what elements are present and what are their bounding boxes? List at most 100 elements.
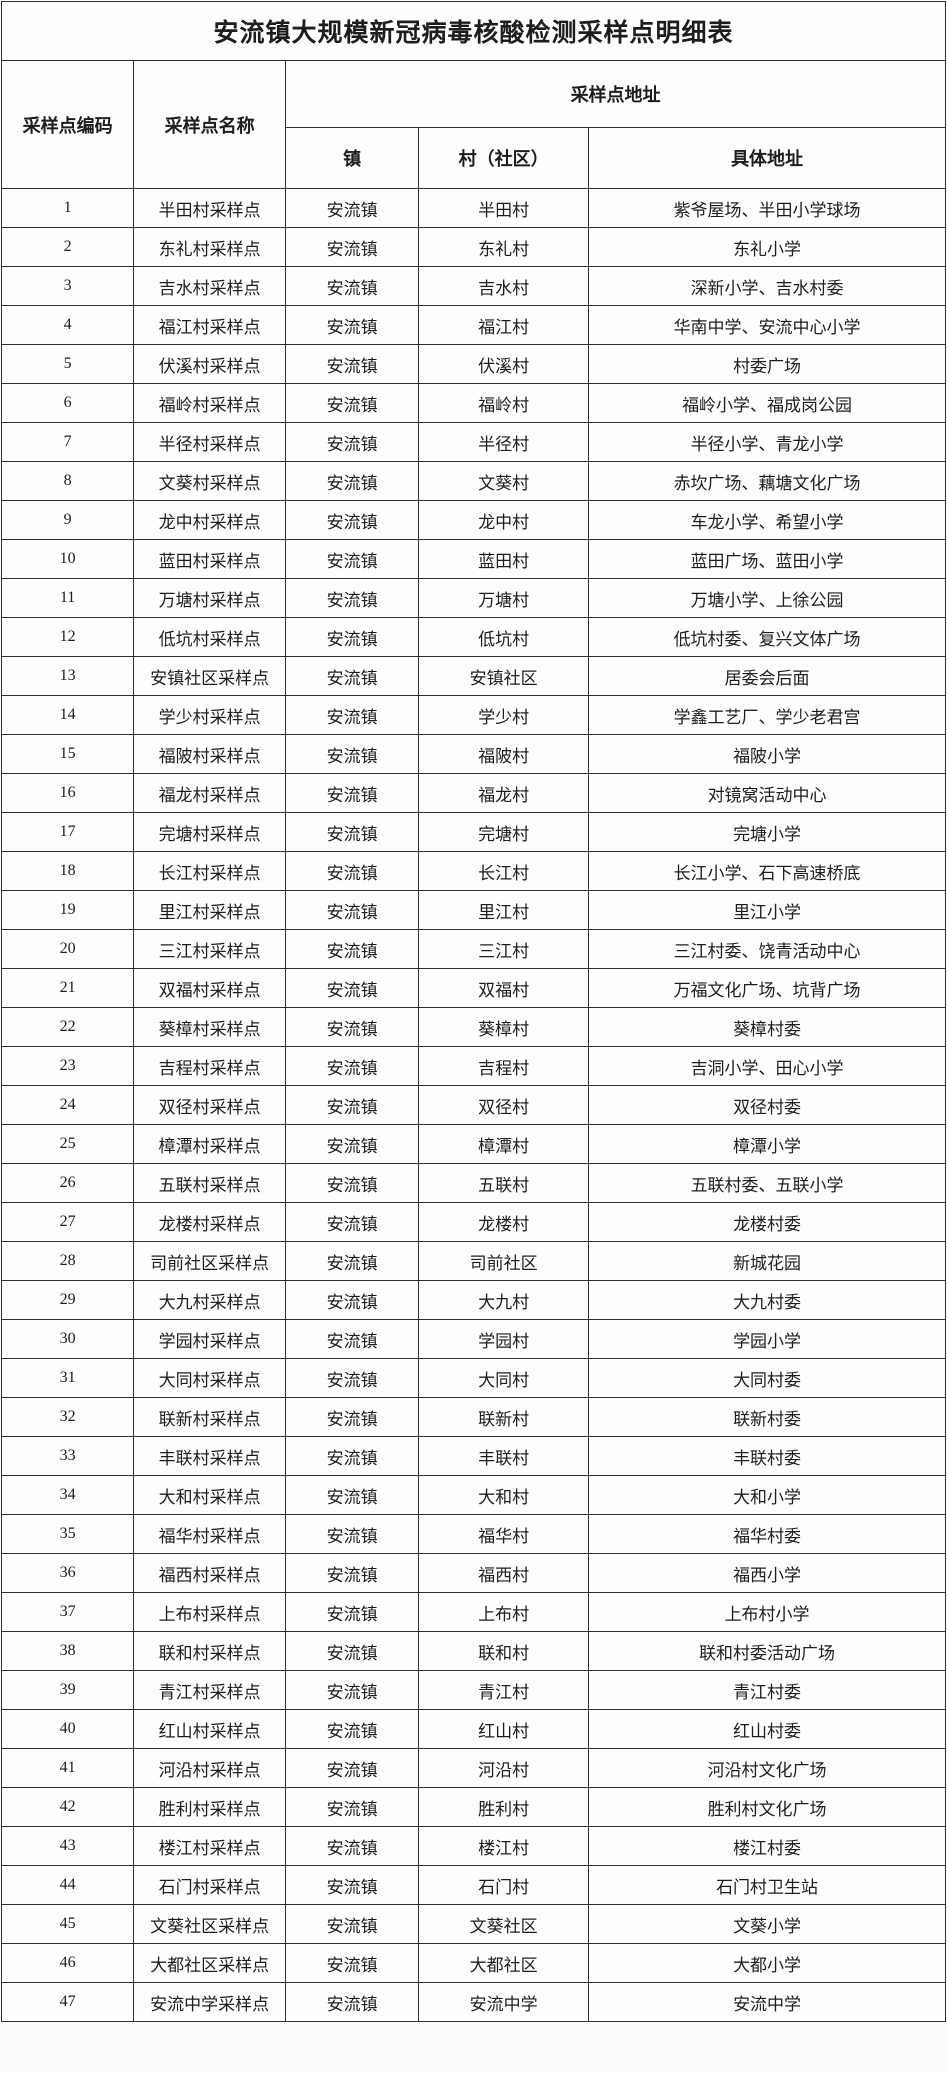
cell-town: 安流镇 [285,1436,420,1476]
cell-detail: 福陂小学 [588,734,946,774]
cell-name: 大和村采样点 [133,1475,287,1515]
table-row: 29 大九村采样点 安流镇 大九村 大九村委 [0,1280,946,1320]
cell-village: 伏溪村 [418,344,590,384]
cell-id: 32 [0,1397,135,1437]
cell-village: 完塘村 [418,812,590,852]
cell-village: 龙楼村 [418,1202,590,1242]
table-row: 1 半田村采样点 安流镇 半田村 紫爷屋场、半田小学球场 [0,188,946,228]
cell-id: 15 [0,734,135,774]
cell-detail: 葵樟村委 [588,1007,946,1047]
cell-detail: 大同村委 [588,1358,946,1398]
cell-village: 福西村 [418,1553,590,1593]
cell-detail: 红山村委 [588,1709,946,1749]
cell-detail: 吉洞小学、田心小学 [588,1046,946,1086]
cell-detail: 华南中学、安流中心小学 [588,305,946,345]
cell-town: 安流镇 [285,1163,420,1203]
table-row: 43 楼江村采样点 安流镇 楼江村 楼江村委 [0,1826,946,1866]
cell-name: 安流中学采样点 [133,1982,287,2022]
table-row: 16 福龙村采样点 安流镇 福龙村 对镜窝活动中心 [0,773,946,813]
cell-town: 安流镇 [285,1514,420,1554]
cell-town: 安流镇 [285,1007,420,1047]
cell-id: 6 [0,383,135,423]
cell-id: 31 [0,1358,135,1398]
cell-id: 38 [0,1631,135,1671]
column-header-village: 村（社区） [418,127,590,189]
cell-town: 安流镇 [285,1475,420,1515]
cell-detail: 联和村委活动广场 [588,1631,946,1671]
cell-name: 五联村采样点 [133,1163,287,1203]
cell-detail: 对镜窝活动中心 [588,773,946,813]
cell-town: 安流镇 [285,1709,420,1749]
cell-town: 安流镇 [285,929,420,969]
table-row: 27 龙楼村采样点 安流镇 龙楼村 龙楼村委 [0,1202,946,1242]
cell-detail: 青江村委 [588,1670,946,1710]
cell-id: 35 [0,1514,135,1554]
cell-town: 安流镇 [285,1319,420,1359]
cell-village: 青江村 [418,1670,590,1710]
cell-name: 上布村采样点 [133,1592,287,1632]
table-row: 31 大同村采样点 安流镇 大同村 大同村委 [0,1358,946,1398]
cell-town: 安流镇 [285,539,420,579]
cell-town: 安流镇 [285,1553,420,1593]
cell-detail: 紫爷屋场、半田小学球场 [588,188,946,228]
table-row: 8 文葵村采样点 安流镇 文葵村 赤坎广场、藕塘文化广场 [0,461,946,501]
cell-name: 楼江村采样点 [133,1826,287,1866]
table-row: 21 双福村采样点 安流镇 双福村 万福文化广场、坑背广场 [0,968,946,1008]
cell-id: 2 [0,227,135,267]
cell-detail: 联新村委 [588,1397,946,1437]
cell-detail: 长江小学、石下高速桥底 [588,851,946,891]
cell-id: 3 [0,266,135,306]
table-row: 22 葵樟村采样点 安流镇 葵樟村 葵樟村委 [0,1007,946,1047]
cell-village: 文葵社区 [418,1904,590,1944]
cell-village: 安镇社区 [418,656,590,696]
cell-name: 文葵村采样点 [133,461,287,501]
cell-village: 河沿村 [418,1748,590,1788]
cell-town: 安流镇 [285,1085,420,1125]
cell-name: 蓝田村采样点 [133,539,287,579]
cell-town: 安流镇 [285,1787,420,1827]
cell-detail: 安流中学 [588,1982,946,2022]
cell-village: 大和村 [418,1475,590,1515]
cell-detail: 上布村小学 [588,1592,946,1632]
cell-town: 安流镇 [285,734,420,774]
table-row: 45 文葵社区采样点 安流镇 文葵社区 文葵小学 [0,1904,946,1944]
cell-id: 27 [0,1202,135,1242]
cell-detail: 深新小学、吉水村委 [588,266,946,306]
column-header-name: 采样点名称 [133,60,287,189]
cell-detail: 福岭小学、福成岗公园 [588,383,946,423]
cell-id: 25 [0,1124,135,1164]
cell-id: 21 [0,968,135,1008]
cell-village: 司前社区 [418,1241,590,1281]
cell-detail: 丰联村委 [588,1436,946,1476]
cell-detail: 双径村委 [588,1085,946,1125]
cell-village: 联新村 [418,1397,590,1437]
cell-village: 里江村 [418,890,590,930]
cell-id: 30 [0,1319,135,1359]
cell-town: 安流镇 [285,851,420,891]
cell-village: 丰联村 [418,1436,590,1476]
table-row: 9 龙中村采样点 安流镇 龙中村 车龙小学、希望小学 [0,500,946,540]
table-row: 41 河沿村采样点 安流镇 河沿村 河沿村文化广场 [0,1748,946,1788]
cell-id: 20 [0,929,135,969]
cell-town: 安流镇 [285,1826,420,1866]
cell-town: 安流镇 [285,1241,420,1281]
cell-name: 吉程村采样点 [133,1046,287,1086]
cell-id: 19 [0,890,135,930]
cell-id: 44 [0,1865,135,1905]
cell-name: 长江村采样点 [133,851,287,891]
cell-village: 长江村 [418,851,590,891]
cell-detail: 大和小学 [588,1475,946,1515]
cell-detail: 楼江村委 [588,1826,946,1866]
cell-name: 联和村采样点 [133,1631,287,1671]
cell-id: 16 [0,773,135,813]
cell-village: 蓝田村 [418,539,590,579]
table-row: 47 安流中学采样点 安流镇 安流中学 安流中学 [0,1982,946,2022]
cell-name: 低坑村采样点 [133,617,287,657]
cell-detail: 东礼小学 [588,227,946,267]
cell-village: 红山村 [418,1709,590,1749]
cell-town: 安流镇 [285,1748,420,1788]
cell-name: 胜利村采样点 [133,1787,287,1827]
table-row: 6 福岭村采样点 安流镇 福岭村 福岭小学、福成岗公园 [0,383,946,423]
cell-detail: 村委广场 [588,344,946,384]
cell-village: 福龙村 [418,773,590,813]
